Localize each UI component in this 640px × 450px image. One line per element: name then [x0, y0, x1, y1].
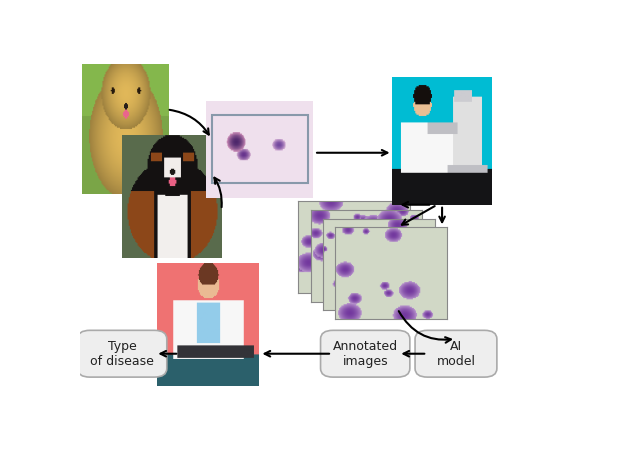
- Text: Type
of disease: Type of disease: [90, 340, 154, 368]
- FancyBboxPatch shape: [415, 330, 497, 377]
- FancyBboxPatch shape: [77, 330, 167, 377]
- FancyBboxPatch shape: [321, 330, 410, 377]
- Text: AI
model: AI model: [436, 340, 476, 368]
- Text: Annotated
images: Annotated images: [333, 340, 398, 368]
